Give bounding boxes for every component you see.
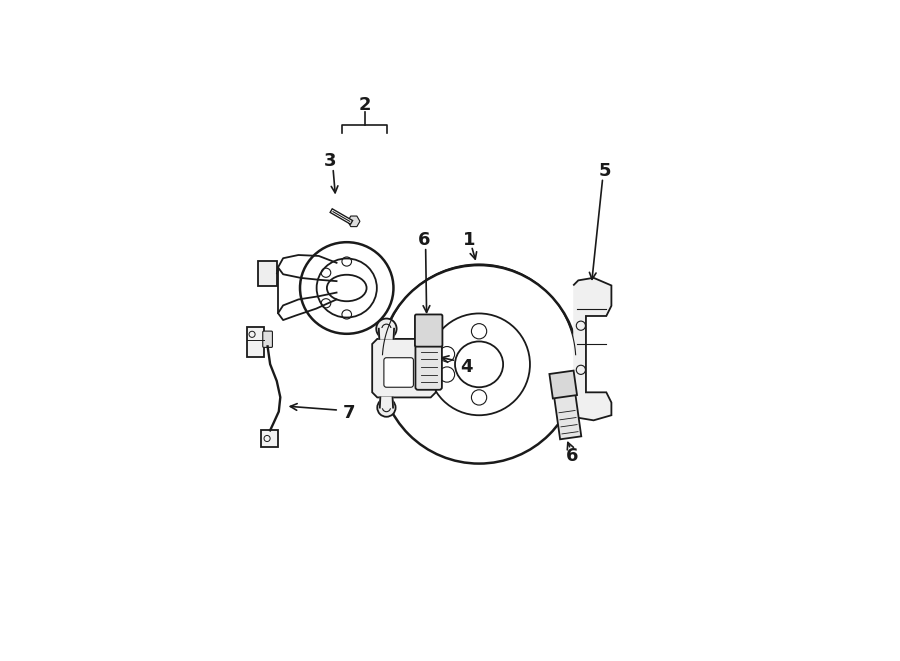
Polygon shape [347, 216, 360, 227]
FancyBboxPatch shape [415, 315, 443, 346]
Text: 2: 2 [358, 96, 371, 114]
Text: 5: 5 [599, 162, 611, 180]
Polygon shape [379, 329, 394, 339]
Polygon shape [573, 278, 611, 420]
Polygon shape [549, 371, 577, 399]
FancyBboxPatch shape [261, 430, 278, 447]
Polygon shape [373, 339, 436, 397]
Circle shape [376, 319, 397, 339]
FancyBboxPatch shape [248, 327, 264, 357]
Text: 6: 6 [566, 447, 579, 465]
Polygon shape [380, 397, 393, 408]
FancyBboxPatch shape [384, 358, 413, 387]
Text: 4: 4 [460, 358, 473, 376]
Text: 7: 7 [343, 404, 356, 422]
FancyBboxPatch shape [416, 340, 442, 390]
Text: 3: 3 [324, 152, 337, 170]
Polygon shape [554, 394, 581, 440]
FancyBboxPatch shape [263, 331, 273, 348]
Text: 6: 6 [418, 231, 431, 249]
FancyBboxPatch shape [257, 261, 277, 286]
Text: 1: 1 [463, 231, 475, 249]
Circle shape [377, 399, 396, 417]
